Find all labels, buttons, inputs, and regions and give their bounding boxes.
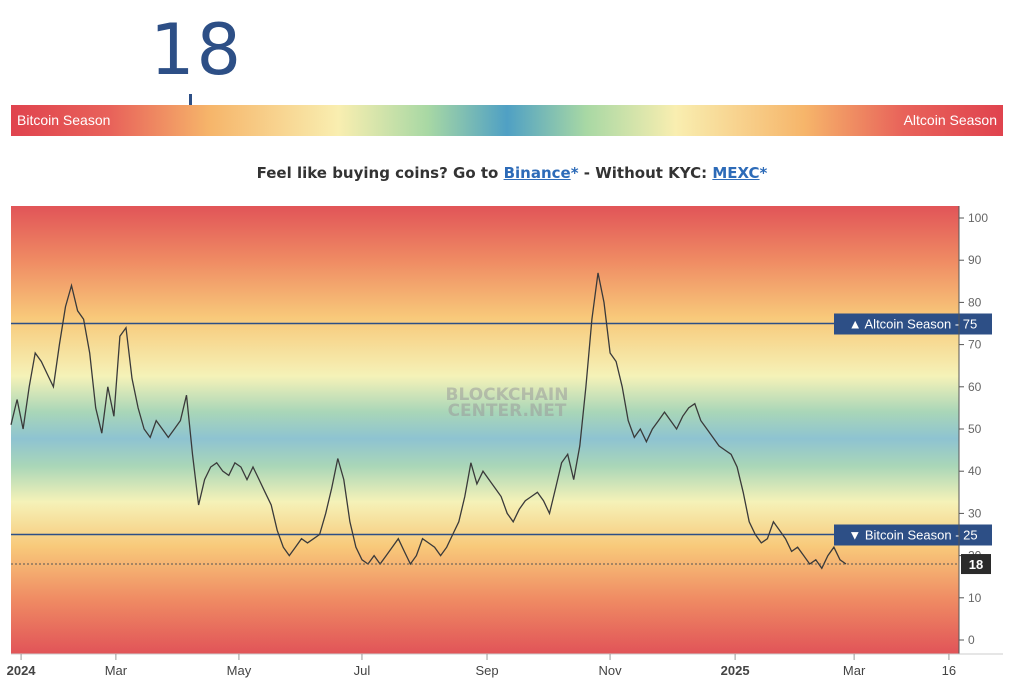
watermark: BLOCKCHAIN CENTER.NET — [446, 385, 569, 421]
y-tick-label: 60 — [968, 380, 982, 394]
mexc-link[interactable]: MEXC — [712, 164, 760, 182]
season-gradient-bar: Bitcoin Season Altcoin Season — [11, 105, 1003, 136]
threshold-label-box — [834, 524, 992, 546]
watermark-line-2: CENTER.NET — [448, 401, 567, 421]
altcoin-index-chart: BLOCKCHAIN CENTER.NET ▲ Altcoin Season -… — [7, 206, 1003, 678]
y-tick-label: 100 — [968, 211, 988, 225]
x-tick-label: 16 — [942, 663, 956, 678]
mexc-asterisk: * — [759, 164, 768, 182]
x-tick-label: Mar — [105, 663, 128, 678]
watermark-line-1: BLOCKCHAIN — [446, 385, 569, 405]
threshold-label: ▼ Bitcoin Season - 25 — [848, 528, 977, 543]
x-tick-label: Nov — [598, 663, 622, 678]
x-tick-label: May — [227, 663, 252, 678]
altcoin-season-label: Altcoin Season — [903, 112, 997, 128]
threshold-label-box — [834, 313, 992, 335]
y-tick-label: 10 — [968, 591, 982, 605]
y-tick-label: 90 — [968, 253, 982, 267]
promo-text-2: - Without KYC: — [578, 164, 713, 182]
y-tick-label: 80 — [968, 295, 982, 309]
series-line — [10, 272, 847, 570]
x-tick-label: 2024 — [7, 663, 37, 678]
y-tick-label: 0 — [968, 633, 975, 647]
bitcoin-season-label: Bitcoin Season — [17, 112, 111, 128]
binance-asterisk: * — [570, 164, 579, 182]
y-tick-label: 70 — [968, 338, 982, 352]
threshold-label: ▲ Altcoin Season - 75 — [849, 317, 978, 332]
y-tick-label: 30 — [968, 506, 982, 520]
y-tick-label: 40 — [968, 464, 982, 478]
y-tick-label: 50 — [968, 422, 982, 436]
current-value-box — [961, 554, 991, 575]
promo-text-1: Feel like buying coins? Go to — [256, 164, 504, 182]
binance-link[interactable]: Binance — [503, 164, 571, 182]
current-value-label: 18 — [969, 557, 983, 572]
x-tick-label: 2025 — [721, 663, 750, 678]
x-tick-label: Mar — [843, 663, 866, 678]
x-tick-label: Jul — [354, 663, 371, 678]
promo-text: Feel like buying coins? Go to Binance* -… — [0, 164, 1024, 182]
chart-background — [11, 206, 959, 654]
x-tick-label: Sep — [475, 663, 498, 678]
current-index-value: 18 — [150, 9, 244, 91]
